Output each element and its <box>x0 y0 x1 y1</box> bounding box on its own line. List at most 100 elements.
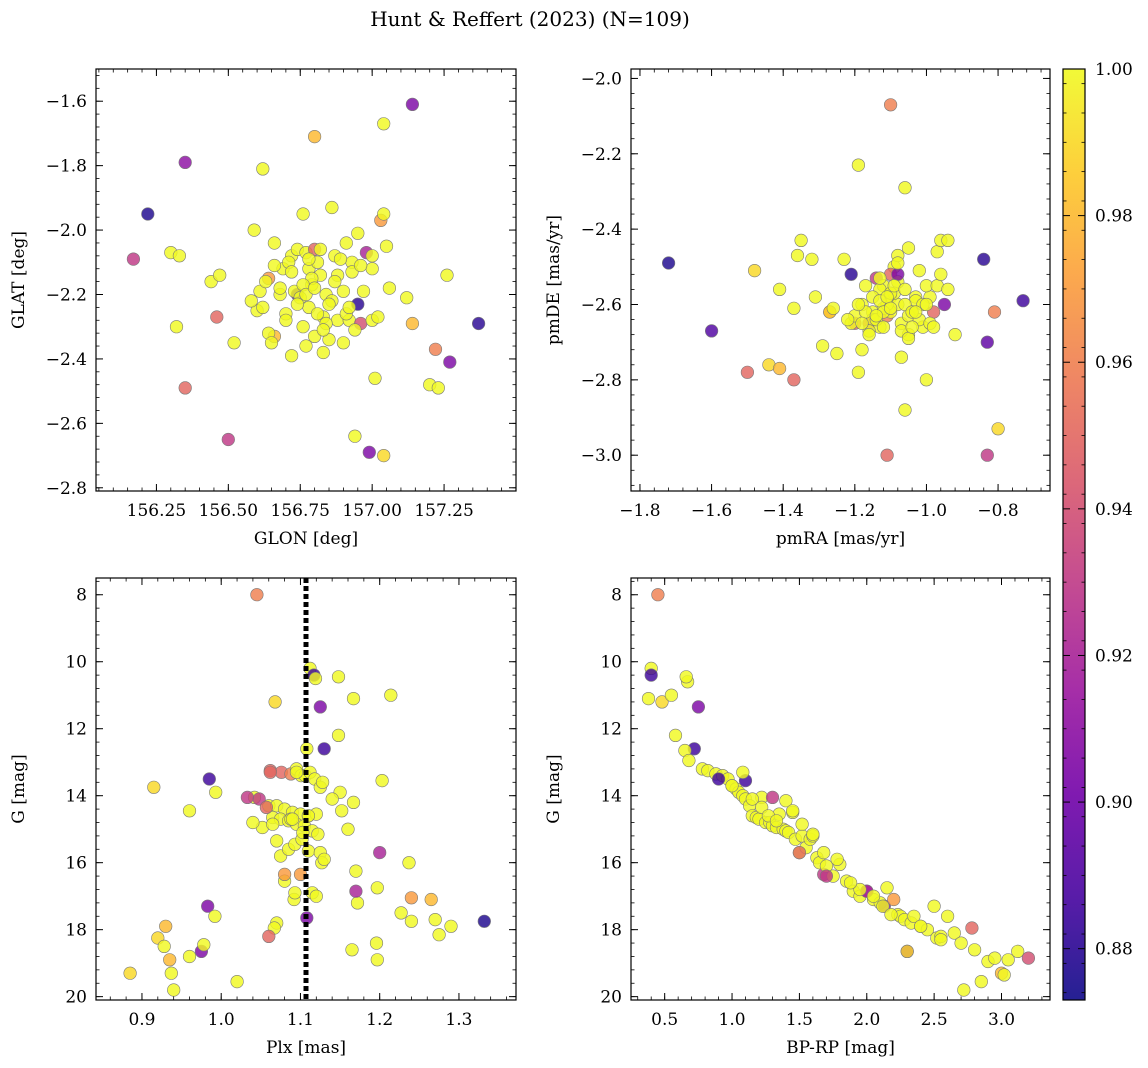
data-point <box>779 794 793 808</box>
data-point <box>285 265 299 279</box>
data-point <box>747 264 762 278</box>
points-glon-glat <box>126 97 486 463</box>
data-point <box>1021 951 1036 965</box>
x-tick-label: 1.1 <box>287 1010 314 1030</box>
data-point <box>279 313 293 327</box>
data-point <box>270 834 284 848</box>
data-point <box>267 258 282 273</box>
x-tick-label: −0.8 <box>977 501 1018 521</box>
data-point <box>348 323 362 337</box>
data-point <box>356 284 371 298</box>
data-point <box>290 297 305 311</box>
data-point <box>328 275 342 289</box>
data-point <box>182 804 197 818</box>
data-point <box>316 323 330 337</box>
y-tick-label: 10 <box>600 653 622 673</box>
x-tick-label: 1.5 <box>786 1010 813 1030</box>
data-point <box>844 267 858 281</box>
data-point <box>891 267 905 281</box>
data-point <box>342 300 356 315</box>
data-point <box>431 381 445 395</box>
data-point <box>159 919 173 933</box>
data-point <box>263 765 277 779</box>
data-point <box>167 983 181 997</box>
figure-title: Hunt & Reffert (2023) (N=109) <box>370 7 690 31</box>
data-point <box>837 252 851 266</box>
data-point <box>369 936 384 950</box>
data-point <box>428 912 442 927</box>
x-tick-label: −1.8 <box>619 501 660 521</box>
y-tick-label: −2.8 <box>581 371 622 391</box>
y-tick-label: −2.0 <box>46 221 87 241</box>
x-tick-label: 157.25 <box>414 501 473 521</box>
data-point <box>169 320 184 334</box>
panels: 156.25 156.50 156.75 157.00 157.25 −1.6 −1.8 −2… <box>9 68 1051 1058</box>
axes-frame <box>95 68 517 492</box>
data-point <box>322 333 336 347</box>
data-point <box>259 275 273 289</box>
data-point <box>253 284 267 298</box>
data-point <box>365 249 379 263</box>
data-point <box>988 951 1002 965</box>
data-point <box>883 301 898 315</box>
y-tick-label: 12 <box>65 720 87 740</box>
data-point <box>926 320 941 334</box>
data-point <box>384 688 398 702</box>
data-point <box>444 919 458 933</box>
x-tick-label: 156.25 <box>127 501 186 521</box>
data-point <box>957 983 971 997</box>
data-point <box>266 817 280 831</box>
y-axis-label: GLAT [deg] <box>9 231 29 329</box>
data-point <box>901 241 916 255</box>
data-point <box>182 949 197 964</box>
data-point <box>240 790 254 805</box>
data-point <box>651 588 665 602</box>
data-point <box>336 336 351 350</box>
data-point <box>883 98 898 112</box>
data-point <box>382 281 397 295</box>
data-point <box>317 742 331 756</box>
data-point <box>296 207 310 221</box>
data-point <box>826 301 840 315</box>
data-point <box>371 310 385 324</box>
data-point <box>208 909 222 923</box>
data-point <box>141 207 155 221</box>
panel-bprp-g: 0.5 1.0 1.5 2.0 2.5 3.0 8 10 12 14 16 18 20 BP-RP [ma… <box>544 577 1051 1058</box>
data-point <box>851 158 866 172</box>
data-point <box>354 258 368 273</box>
data-point <box>365 262 379 276</box>
data-point <box>377 449 391 463</box>
data-point <box>377 207 391 221</box>
data-point <box>947 926 961 940</box>
data-point <box>443 355 457 369</box>
x-tick-label: −1.6 <box>691 501 732 521</box>
y-tick-label: 14 <box>600 787 622 807</box>
data-point <box>887 892 901 907</box>
data-point <box>157 939 171 954</box>
y-tick-label: −2.2 <box>46 285 87 305</box>
data-point <box>830 852 844 866</box>
data-point <box>711 772 726 786</box>
data-point <box>273 281 287 295</box>
y-tick-label: 18 <box>600 921 622 941</box>
data-point <box>704 324 719 338</box>
data-point <box>977 252 991 266</box>
data-point <box>787 301 801 315</box>
data-point <box>317 852 331 866</box>
data-point <box>402 856 416 870</box>
x-axis-label: Plx [mas] <box>266 1038 346 1058</box>
data-point <box>644 668 658 682</box>
data-point <box>954 936 968 950</box>
data-point <box>898 282 912 297</box>
data-point <box>937 297 952 312</box>
y-tick-label: −2.8 <box>46 479 87 499</box>
data-point <box>322 297 336 311</box>
points-plx-g <box>123 588 491 997</box>
data-point <box>661 256 676 270</box>
y-tick-label: 16 <box>600 854 622 874</box>
data-point <box>900 944 914 959</box>
panel-plx-g: 0.9 1.0 1.1 1.2 1.3 8 10 12 14 16 18 20 Plx [mas] G [… <box>9 577 517 1058</box>
data-point <box>682 753 696 768</box>
data-point <box>316 775 330 789</box>
